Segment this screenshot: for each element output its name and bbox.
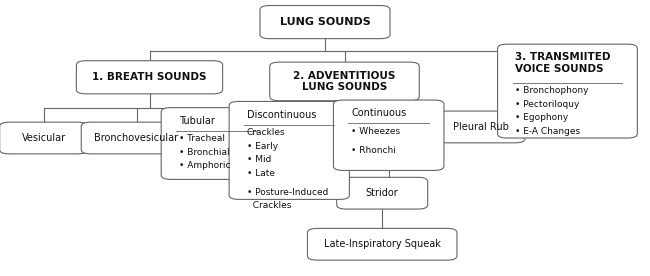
Text: Tubular: Tubular — [179, 116, 215, 126]
Text: Bronchovesicular: Bronchovesicular — [94, 133, 179, 143]
Text: • Late: • Late — [247, 169, 275, 178]
Text: Stridor: Stridor — [366, 188, 398, 198]
Text: • Pectoriloquy: • Pectoriloquy — [515, 100, 580, 109]
Text: 2. ADVENTITIOUS
LUNG SOUNDS: 2. ADVENTITIOUS LUNG SOUNDS — [293, 71, 396, 92]
FancyBboxPatch shape — [337, 177, 428, 209]
Text: • Mid: • Mid — [247, 155, 271, 164]
Text: • Tracheal: • Tracheal — [179, 134, 225, 143]
FancyBboxPatch shape — [161, 108, 272, 179]
Text: • Early: • Early — [247, 142, 278, 150]
Text: • Bronchophony: • Bronchophony — [515, 86, 589, 95]
Text: 1. BREATH SOUNDS: 1. BREATH SOUNDS — [92, 72, 207, 82]
FancyBboxPatch shape — [498, 44, 637, 138]
Text: • Bronchial: • Bronchial — [179, 148, 229, 157]
Text: • Wheezes: • Wheezes — [351, 127, 400, 136]
Text: LUNG SOUNDS: LUNG SOUNDS — [280, 17, 370, 27]
FancyBboxPatch shape — [77, 61, 222, 94]
FancyBboxPatch shape — [270, 62, 419, 101]
FancyBboxPatch shape — [260, 6, 390, 39]
FancyBboxPatch shape — [333, 100, 444, 170]
Text: • E-A Changes: • E-A Changes — [515, 127, 580, 136]
Text: Crackles: Crackles — [247, 201, 291, 210]
FancyBboxPatch shape — [0, 122, 87, 154]
Text: Discontinuous: Discontinuous — [247, 110, 316, 120]
FancyBboxPatch shape — [81, 122, 192, 154]
Text: Crackles: Crackles — [247, 128, 285, 137]
Text: Pleural Rub: Pleural Rub — [453, 122, 509, 132]
FancyBboxPatch shape — [229, 102, 350, 199]
Text: Late-Inspiratory Squeak: Late-Inspiratory Squeak — [324, 239, 441, 249]
Text: 3. TRANSMIITED
VOICE SOUNDS: 3. TRANSMIITED VOICE SOUNDS — [515, 52, 610, 74]
Text: • Posture-Induced: • Posture-Induced — [247, 188, 328, 197]
Text: • Egophony: • Egophony — [515, 113, 568, 122]
Text: Vesicular: Vesicular — [21, 133, 66, 143]
FancyBboxPatch shape — [307, 229, 457, 260]
Text: • Rhonchi: • Rhonchi — [351, 146, 396, 155]
FancyBboxPatch shape — [437, 111, 525, 143]
Text: Continuous: Continuous — [351, 108, 406, 118]
Text: • Amphoric: • Amphoric — [179, 161, 230, 170]
